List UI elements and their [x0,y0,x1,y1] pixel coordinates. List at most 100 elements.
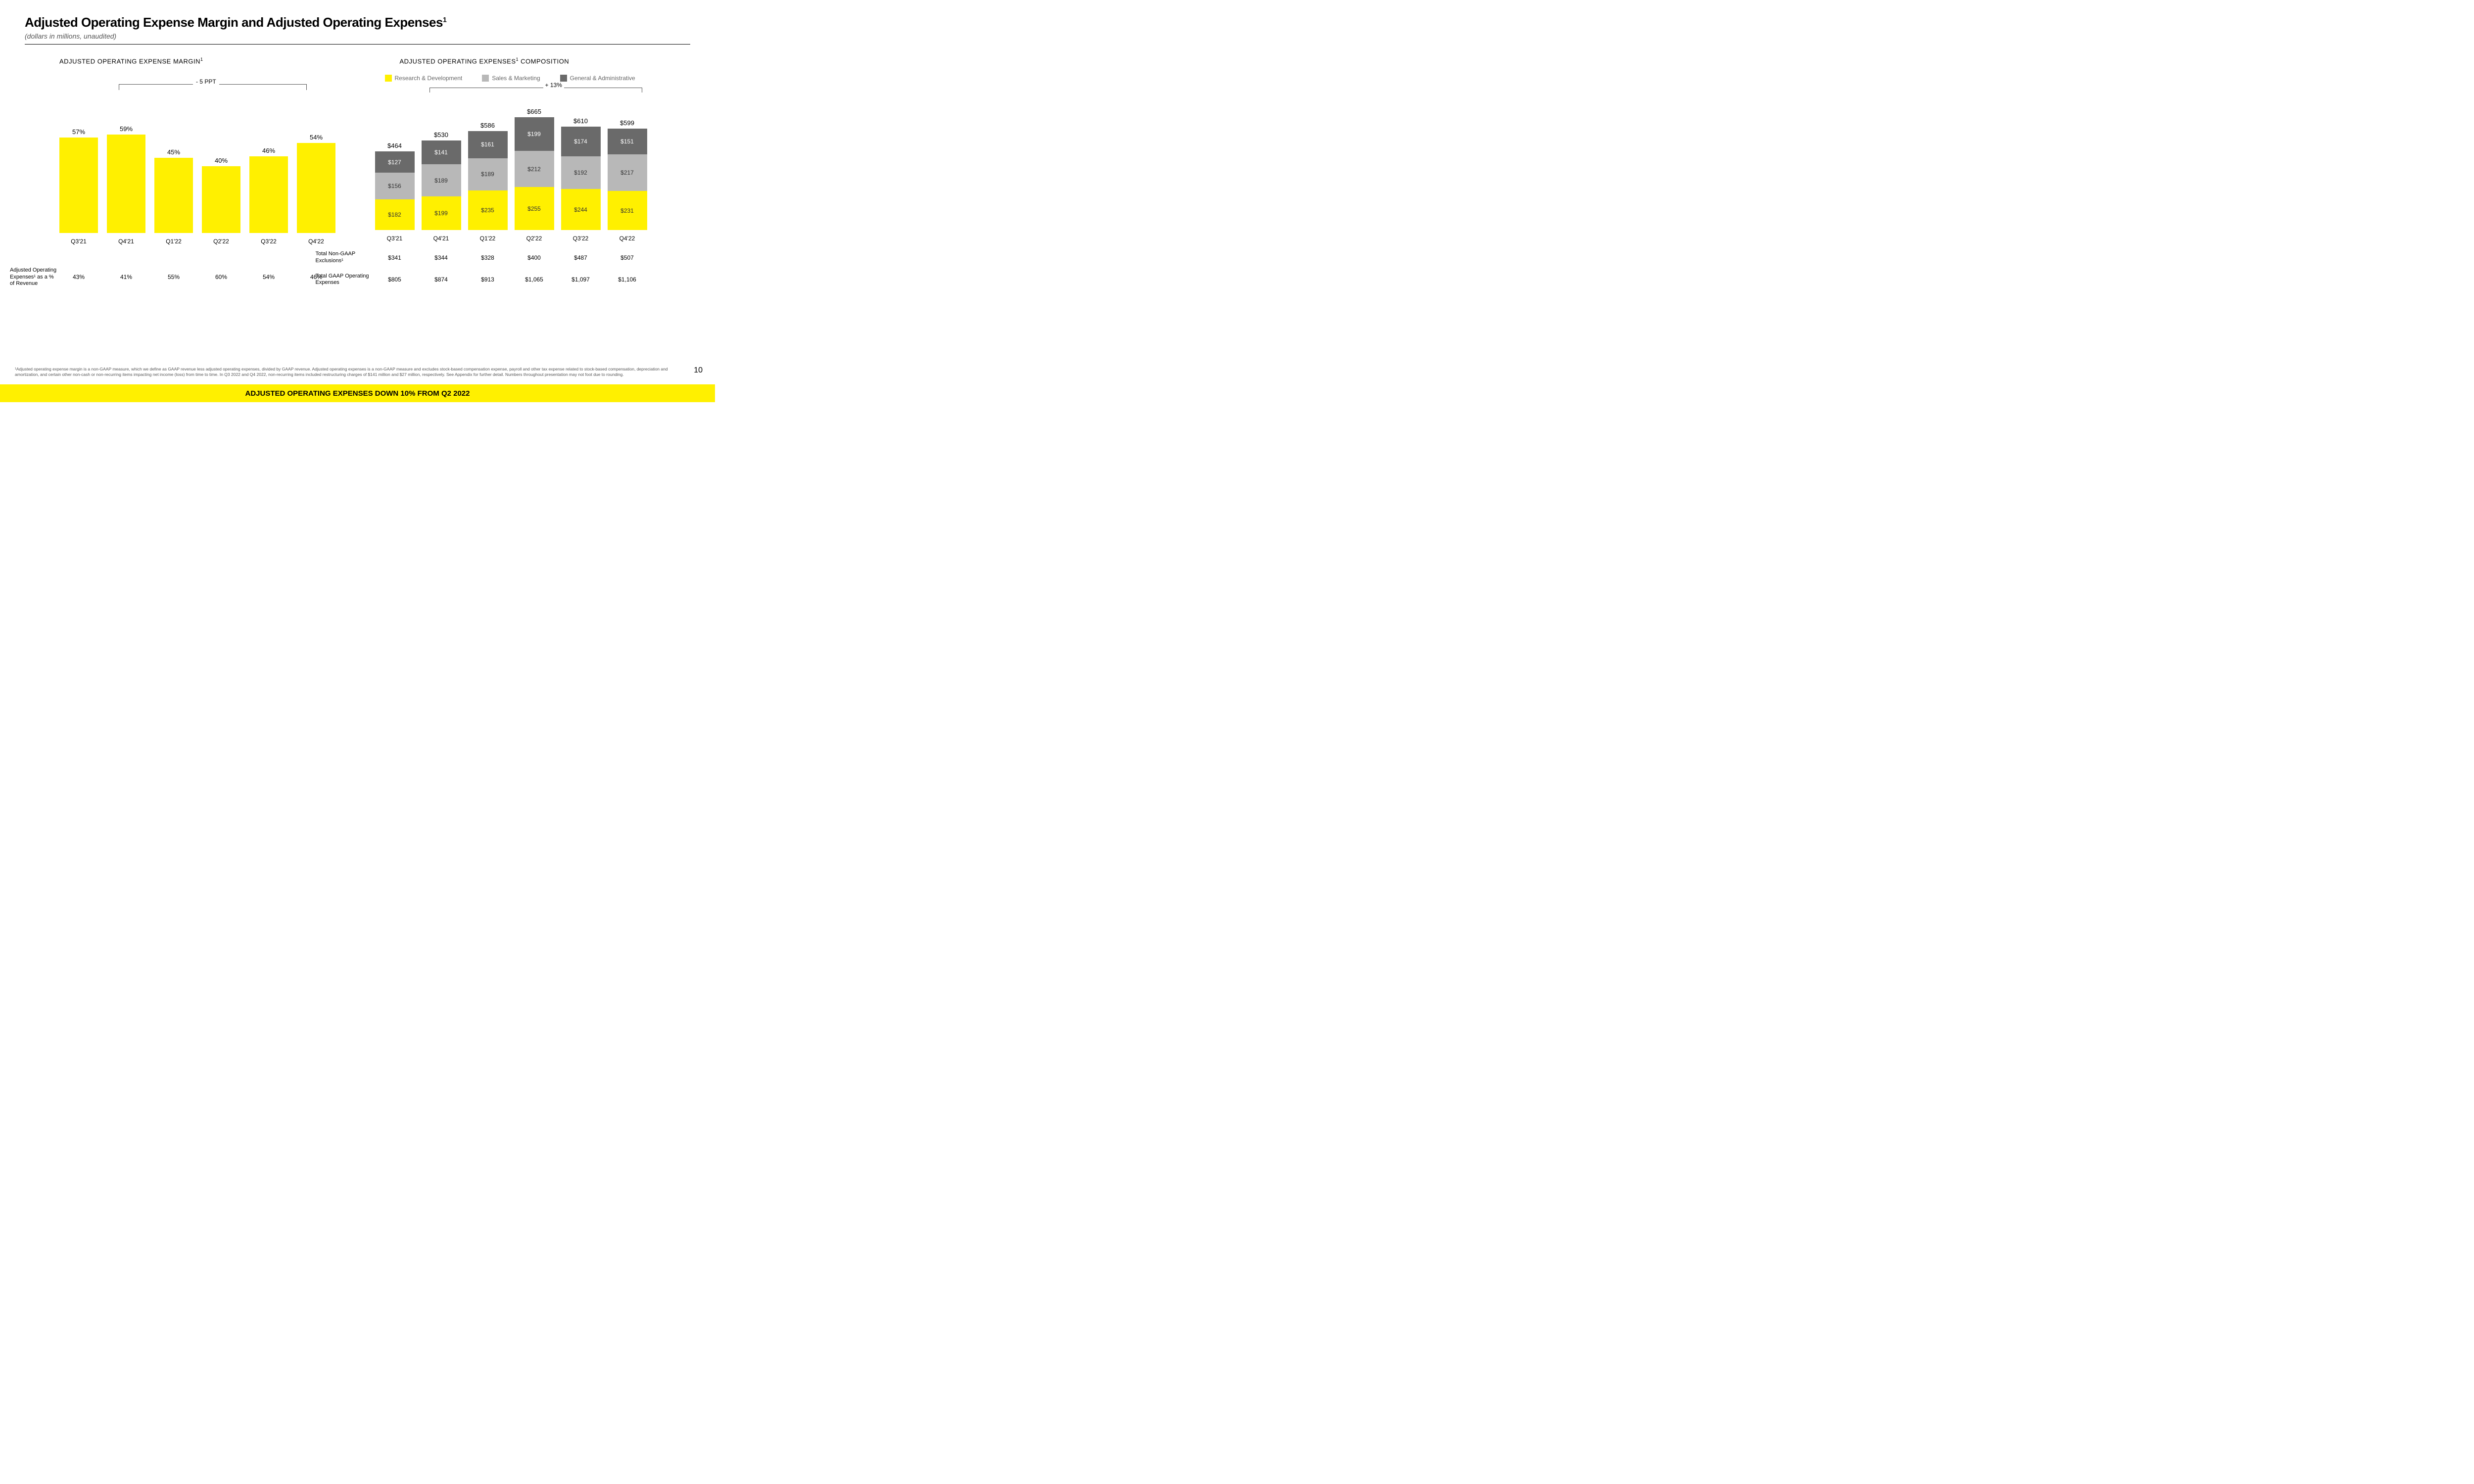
bar-segment-rd: $235 [468,190,508,231]
xaxis-label: Q4'22 [297,238,335,245]
right-panel: ADJUSTED OPERATING EXPENSES1 COMPOSITION… [365,57,691,287]
bar [59,138,98,233]
bar-segment-rd: $244 [561,189,601,231]
bar-value-label: 54% [297,134,335,141]
xaxis-label: Q4'21 [107,238,145,245]
left-bar-chart: 57% 59% 45% 40% 46% 54% [59,114,350,233]
bar-segment-ga: $174 [561,127,601,156]
bar-segment-ga: $199 [515,117,554,151]
subtitle: (dollars in millions, unaudited) [25,32,690,40]
bar-segment-sm: $189 [422,164,461,196]
bar-column: 45% [154,148,193,233]
bar-value-label: 45% [154,148,193,156]
bar-segment-ga: $161 [468,131,508,158]
xaxis-label: Q4'21 [422,235,461,242]
page-title: Adjusted Operating Expense Margin and Ad… [25,15,690,30]
table-cell: 60% [202,274,240,280]
left-chart-title-sup: 1 [200,57,203,62]
table-cell: $874 [422,276,461,283]
bar-segment-rd: $199 [422,196,461,230]
xaxis-label: Q2'22 [515,235,554,242]
left-bracket-label: - 5 PPT [193,78,219,85]
table-cell: $1,065 [515,276,554,283]
stacked-bar-column: $586$161$189$235 [468,122,508,231]
table-cell: $1,097 [561,276,601,283]
legend: Research & Development Sales & Marketing G… [385,75,691,82]
legend-swatch [482,75,489,82]
xaxis-label: Q3'21 [59,238,98,245]
bar-value-label: 40% [202,157,240,164]
page-number: 10 [694,366,703,375]
right-bracket [429,88,642,93]
bar [202,166,240,233]
xaxis-label: Q3'21 [375,235,415,242]
table-cell: $805 [375,276,415,283]
left-table-cells: 43%41%55%60%54%46% [59,274,335,280]
slide: Adjusted Operating Expense Margin and Ad… [0,0,715,287]
table-cell: $507 [608,254,647,261]
title-sup: 1 [443,15,446,23]
bar-column: 46% [249,147,288,233]
bar-segment-ga: $141 [422,140,461,164]
xaxis-label: Q2'22 [202,238,240,245]
table-cell: $913 [468,276,508,283]
table-cell: $1,106 [608,276,647,283]
right-chart-title: ADJUSTED OPERATING EXPENSES1 COMPOSITION [400,57,691,65]
content-row: ADJUSTED OPERATING EXPENSE MARGIN1 - 5 P… [25,57,690,287]
bar-column: 57% [59,128,98,233]
bar-total-label: $610 [561,117,601,125]
bar-segment-sm: $192 [561,156,601,189]
bar-segment-sm: $217 [608,154,647,191]
xaxis-label: Q1'22 [468,235,508,242]
legend-item: General & Administrative [560,75,635,82]
left-table-header: Adjusted Operating Expenses¹ as a % of R… [10,267,59,287]
right-xaxis: Q3'21 Q4'21 Q1'22 Q2'22 Q3'22 Q4'22 [375,235,691,242]
bar-segment-ga: $151 [608,129,647,154]
legend-label: Sales & Marketing [492,75,540,82]
legend-item: Research & Development [385,75,463,82]
bar-value-label: 59% [107,125,145,133]
bottom-banner: ADJUSTED OPERATING EXPENSES DOWN 10% FRO… [0,384,715,402]
bar-segment-rd: $182 [375,199,415,230]
right-bar-chart: $464$127$156$182$530$141$189$199$586$161… [375,96,691,230]
bar [297,143,335,233]
table-cell: 54% [249,274,288,280]
legend-swatch [560,75,567,82]
bar [154,158,193,233]
footnote: ¹Adjusted operating expense margin is a … [15,367,685,377]
stacked-bar-column: $530$141$189$199 [422,131,461,230]
divider [25,44,690,45]
stacked-bar-column: $464$127$156$182 [375,142,415,230]
left-table-row: Adjusted Operating Expenses¹ as a % of R… [25,267,350,287]
xaxis-label: Q3'22 [561,235,601,242]
bar-total-label: $586 [468,122,508,129]
table-cell: $341 [375,254,415,261]
title-text: Adjusted Operating Expense Margin and Ad… [25,15,443,30]
xaxis-label: Q4'22 [608,235,647,242]
bar-total-label: $599 [608,119,647,127]
xaxis-label: Q1'22 [154,238,193,245]
left-panel: ADJUSTED OPERATING EXPENSE MARGIN1 - 5 P… [25,57,350,287]
stacked-bar-column: $610 $174$192$244 [561,117,601,230]
bar-segment-ga: $127 [375,151,415,173]
table-cell: 43% [59,274,98,280]
left-xaxis: Q3'21Q4'21Q1'22Q2'22Q3'22Q4'22 [59,238,350,245]
table-row-cells: $341$344$328$400$487$507 [375,254,647,261]
bar-value-label: 57% [59,128,98,136]
table-cell: 55% [154,274,193,280]
table-cell: $400 [515,254,554,261]
bar-segment-rd: $231 [608,191,647,230]
stacked-bar-column: $599 $151$217$231 [608,119,647,230]
bar [107,135,145,233]
table-row: Total Non-GAAP Exclusions¹$341$344$328$4… [365,251,691,264]
left-chart-title: ADJUSTED OPERATING EXPENSE MARGIN1 [59,57,350,65]
bar-total-label: $530 [422,131,461,139]
right-table: Total Non-GAAP Exclusions¹$341$344$328$4… [365,251,691,286]
bar [249,156,288,233]
bar-column: 59% [107,125,145,233]
bar-segment-sm: $156 [375,173,415,199]
table-cell: $328 [468,254,508,261]
right-chart-title-tail: COMPOSITION [519,57,569,65]
bar-segment-sm: $212 [515,151,554,187]
bar-column: 54% [297,134,335,233]
